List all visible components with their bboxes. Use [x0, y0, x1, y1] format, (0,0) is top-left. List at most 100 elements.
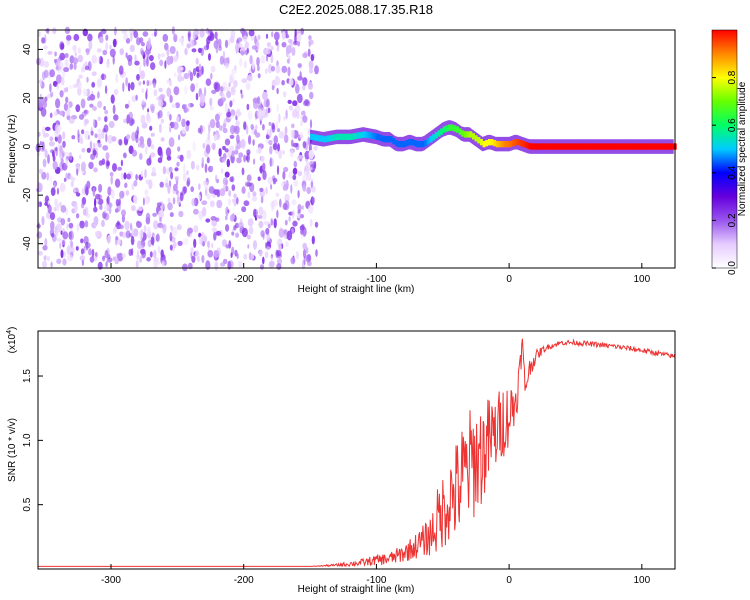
ridge-segment: [461, 130, 465, 137]
noise-blob: [97, 116, 101, 122]
noise-blob: [282, 150, 285, 155]
noise-blob: [169, 232, 173, 242]
noise-blob: [308, 149, 315, 160]
noise-blob: [215, 217, 220, 222]
noise-blob: [126, 114, 130, 124]
ridge-segment: [440, 128, 444, 135]
noise-blob: [288, 105, 293, 111]
ridge-segment: [615, 143, 619, 150]
noise-blob: [254, 129, 257, 136]
noise-blob: [148, 37, 151, 45]
noise-blob: [47, 204, 52, 214]
noise-blob: [160, 137, 165, 142]
noise-blob: [44, 96, 48, 102]
ridge-segment: [395, 140, 398, 147]
noise-blob: [64, 58, 69, 68]
noise-blob: [276, 209, 279, 219]
snr-panel: -300 -200 -100 0 100 0.5 1.0 1.5 Height of str…: [6, 327, 676, 595]
noise-blob: [101, 73, 105, 81]
noise-blob: [290, 184, 293, 194]
noise-blob: [245, 155, 249, 161]
noise-blob: [85, 186, 89, 196]
noise-blob: [113, 88, 119, 96]
noise-blob: [292, 220, 298, 227]
noise-blob: [174, 176, 179, 181]
noise-blob: [166, 87, 172, 97]
noise-blob: [137, 240, 142, 249]
noise-blob: [272, 199, 278, 207]
noise-blob: [205, 260, 211, 271]
noise-blob: [224, 171, 230, 178]
noise-blob: [213, 134, 218, 142]
noise-blob: [150, 152, 156, 158]
noise-blob: [220, 86, 224, 92]
noise-blob: [69, 175, 73, 181]
noise-blob: [276, 250, 282, 257]
noise-blob: [171, 226, 178, 237]
noise-blob: [141, 99, 145, 105]
noise-blob: [264, 251, 269, 259]
noise-blob: [192, 68, 197, 76]
x-tick-label: -100: [366, 575, 386, 586]
ridge-segment: [381, 135, 385, 142]
noise-blob: [259, 187, 264, 192]
ridge-segment: [511, 140, 515, 147]
noise-blob: [292, 142, 299, 148]
ridge-segment: [389, 136, 393, 143]
noise-blob: [192, 141, 196, 152]
noise-blob: [229, 35, 235, 44]
noise-blob: [103, 106, 106, 111]
noise-blob: [102, 255, 106, 260]
colorbar-tick-label: 0.6: [727, 118, 738, 132]
noise-blob: [150, 172, 157, 177]
noise-blob: [306, 172, 312, 181]
noise-blob: [309, 68, 313, 74]
noise-blob: [75, 192, 81, 197]
ridge-segment: [633, 143, 637, 150]
noise-blob: [236, 197, 239, 205]
noise-blob: [271, 85, 275, 91]
noise-blob: [110, 175, 113, 185]
noise-blob: [177, 66, 184, 71]
noise-blob: [273, 135, 278, 145]
noise-blob: [167, 197, 171, 203]
ridge-segment: [503, 141, 507, 148]
noise-blob: [238, 222, 244, 229]
noise-blob: [282, 170, 286, 180]
noise-blob: [119, 231, 124, 237]
noise-blob: [147, 108, 150, 113]
ridge-segment: [416, 141, 420, 148]
noise-blob: [130, 81, 135, 91]
noise-blob: [59, 110, 66, 116]
noise-blob: [235, 232, 240, 238]
snr-background: [38, 331, 675, 569]
noise-blob: [272, 143, 278, 151]
noise-blob: [243, 154, 247, 163]
noise-blob: [155, 233, 160, 242]
noise-blob: [195, 82, 199, 88]
noise-blob: [286, 58, 290, 64]
noise-blob: [70, 180, 74, 188]
noise-blob: [247, 191, 251, 199]
ridge-segment: [572, 143, 576, 150]
x-tick-label: -200: [234, 274, 254, 285]
noise-blob: [147, 226, 151, 236]
noise-blob: [62, 258, 67, 266]
noise-blob: [50, 261, 53, 268]
noise-blob: [88, 161, 94, 170]
noise-blob: [133, 228, 139, 237]
noise-blob: [93, 220, 97, 227]
ridge-segment: [509, 141, 513, 148]
noise-blob: [83, 88, 88, 97]
noise-blob: [276, 103, 279, 113]
noise-blob: [146, 137, 152, 148]
noise-blob: [241, 206, 247, 213]
noise-blob: [136, 73, 140, 81]
noise-blob: [107, 186, 112, 196]
colorbar-tick-label: 0.2: [727, 213, 738, 227]
noise-blob: [77, 86, 82, 96]
noise-blob: [112, 163, 117, 172]
noise-blob: [286, 230, 293, 241]
noise-blob: [151, 166, 156, 174]
noise-blob: [49, 175, 53, 184]
